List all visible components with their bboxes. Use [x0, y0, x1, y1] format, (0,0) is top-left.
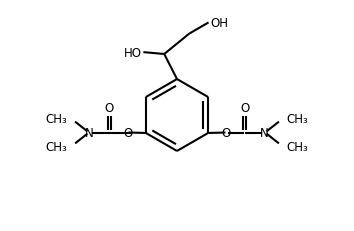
Text: HO: HO [124, 46, 142, 59]
Text: OH: OH [210, 17, 228, 30]
Text: O: O [105, 102, 114, 115]
Text: CH₃: CH₃ [286, 140, 308, 153]
Text: O: O [240, 102, 249, 115]
Text: CH₃: CH₃ [46, 140, 68, 153]
Text: CH₃: CH₃ [286, 112, 308, 126]
Text: CH₃: CH₃ [46, 112, 68, 126]
Text: O: O [221, 126, 230, 140]
Text: N: N [85, 126, 94, 140]
Text: N: N [260, 126, 269, 140]
Text: O: O [124, 126, 133, 140]
